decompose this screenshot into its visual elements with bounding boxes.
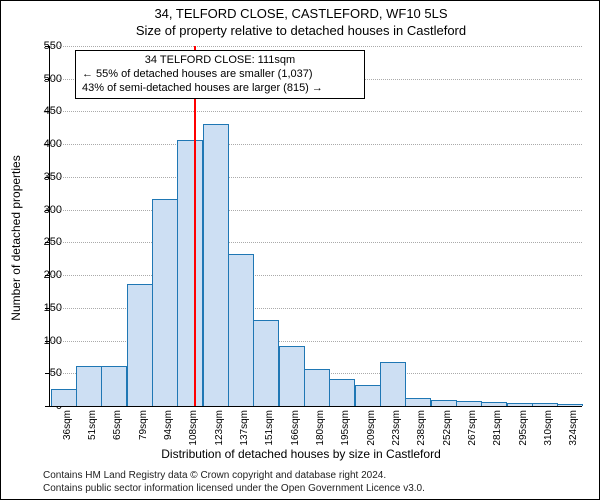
x-tick-label: 267sqm [467,410,478,452]
histogram-bar [532,403,558,406]
credit-line2: Contains public sector information licen… [43,483,425,496]
histogram-bar [101,366,127,406]
credit-line1: Contains HM Land Registry data © Crown c… [43,470,425,483]
histogram-bar [355,385,381,406]
histogram-bar [329,379,355,406]
histogram-bar [380,362,406,406]
x-tick-label: 94sqm [163,410,174,452]
histogram-bar [203,124,229,406]
credits: Contains HM Land Registry data © Crown c… [43,470,425,495]
histogram-bar [177,140,203,406]
histogram-bar [405,398,431,406]
x-tick-label: 238sqm [416,410,427,452]
histogram-bar [76,366,102,406]
x-tick-label: 36sqm [62,410,73,452]
x-tick-label: 223sqm [391,410,402,452]
histogram-bar [228,254,254,406]
histogram-bar [152,199,178,406]
x-axis-label: Distribution of detached houses by size … [1,447,600,461]
x-tick-label: 252sqm [442,410,453,452]
histogram-bar [456,401,482,406]
chart-container: 34, TELFORD CLOSE, CASTLEFORD, WF10 5LS … [0,0,600,500]
x-tick-label: 281sqm [492,410,503,452]
x-tick-label: 324sqm [568,410,579,452]
x-tick-label: 123sqm [214,410,225,452]
chart-subtitle: Size of property relative to detached ho… [1,23,600,38]
x-tick-label: 137sqm [239,410,250,452]
callout-line2: ← 55% of detached houses are smaller (1,… [82,68,358,82]
callout-box: 34 TELFORD CLOSE: 111sqm ← 55% of detach… [75,50,365,99]
y-axis-label: Number of detached properties [9,88,23,388]
callout-line1: 34 TELFORD CLOSE: 111sqm [82,54,358,68]
histogram-bar [279,346,305,406]
histogram-bar [304,369,330,406]
marker-line [194,46,196,406]
x-tick-label: 151sqm [264,410,275,452]
histogram-bar [431,400,457,406]
callout-line3: 43% of semi-detached houses are larger (… [82,82,358,96]
histogram-bar [481,402,507,406]
x-tick-label: 108sqm [188,410,199,452]
chart-title-address: 34, TELFORD CLOSE, CASTLEFORD, WF10 5LS [1,6,600,21]
bar-group [50,46,582,406]
plot-area: 34 TELFORD CLOSE: 111sqm ← 55% of detach… [49,46,582,407]
x-tick-label: 310sqm [543,410,554,452]
histogram-bar [507,403,533,406]
histogram-bar [127,284,153,406]
x-tick-label: 166sqm [290,410,301,452]
histogram-bar [51,389,77,406]
x-tick-label: 180sqm [315,410,326,452]
histogram-bar [557,404,583,406]
histogram-bar [253,320,279,406]
x-tick-label: 295sqm [518,410,529,452]
x-tick-label: 51sqm [87,410,98,452]
x-tick-label: 79sqm [138,410,149,452]
x-tick-label: 209sqm [366,410,377,452]
x-tick-label: 195sqm [340,410,351,452]
x-tick-label: 65sqm [112,410,123,452]
